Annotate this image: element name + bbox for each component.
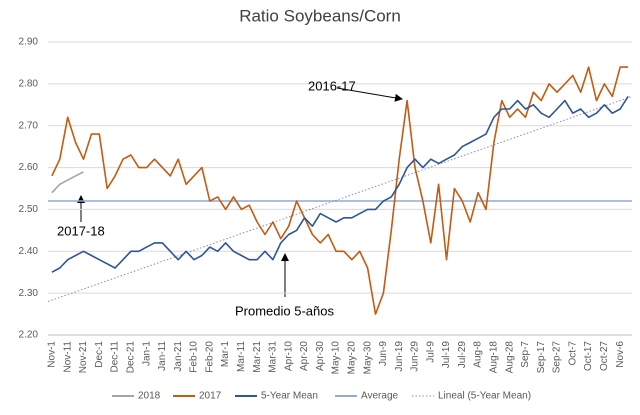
- x-tick-label: Dec-11: [110, 341, 121, 373]
- x-tick-label: Sep-7: [520, 341, 531, 368]
- x-tick-label: Jul-29: [457, 341, 468, 369]
- x-tick-label: Sep-17: [536, 341, 547, 374]
- x-tick-label: Apr-30: [315, 341, 326, 371]
- series-line: [51, 66, 629, 315]
- x-tick-label: Jun-29: [410, 341, 421, 372]
- legend-label: 2018: [138, 391, 161, 402]
- x-tick-label: Nov-11: [62, 341, 73, 373]
- y-tick-label: 2.60: [19, 162, 39, 173]
- x-tick-label: Nov-6: [615, 341, 626, 368]
- x-tick-label: May-30: [362, 341, 373, 375]
- y-tick-label: 2.50: [19, 204, 39, 215]
- x-tick-label: Jun-9: [378, 341, 389, 366]
- x-tick-label: Jun-19: [394, 341, 405, 372]
- x-tick-label: Mar-21: [252, 341, 263, 373]
- annotation: Promedio 5-años: [235, 303, 334, 318]
- x-tick-label: Nov-21: [78, 341, 89, 374]
- x-tick-label: Jul-9: [425, 341, 436, 363]
- x-tick-label: Mar-1: [220, 341, 231, 368]
- series-line: [51, 95, 629, 273]
- x-tick-label: Nov-1: [47, 341, 58, 368]
- x-tick-label: May-10: [331, 341, 342, 375]
- y-tick-label: 2.70: [19, 120, 39, 131]
- trend-line: [47, 95, 633, 302]
- x-tick-label: Feb-10: [189, 341, 200, 373]
- legend-label: 5-Year Mean: [261, 391, 318, 402]
- x-tick-label: Oct-7: [567, 341, 578, 366]
- y-tick-label: 2.80: [19, 78, 39, 89]
- annotation-arrow: [336, 87, 403, 102]
- x-tick-label: Mar-11: [236, 341, 247, 372]
- x-tick-label: Oct-27: [599, 341, 610, 371]
- x-tick-label: Dec-21: [126, 341, 137, 374]
- x-tick-label: Feb-20: [204, 341, 215, 373]
- x-tick-label: Oct-17: [583, 341, 594, 371]
- chart-title: Ratio Soybeans/Corn: [239, 6, 401, 25]
- x-tick-label: Sep-27: [552, 341, 563, 374]
- x-tick-label: Jan-11: [157, 341, 168, 371]
- x-tick-label: Aug-8: [473, 341, 484, 368]
- y-tick-label: 2.20: [19, 330, 39, 341]
- x-tick-label: Jan-1: [141, 341, 152, 366]
- x-tick-label: Jul-19: [441, 341, 452, 369]
- y-tick-label: 2.40: [19, 246, 39, 257]
- legend-label: 2017: [199, 391, 222, 402]
- legend-label: Average: [361, 391, 399, 402]
- y-tick-label: 2.30: [19, 288, 39, 299]
- x-tick-label: Dec-1: [94, 341, 105, 368]
- annotation: 2016-17: [308, 78, 356, 93]
- y-tick-label: 2.90: [19, 37, 39, 48]
- x-tick-label: Jan-21: [173, 341, 184, 372]
- series-line: [51, 171, 84, 194]
- annotation: 2017-18: [57, 223, 105, 238]
- x-tick-label: Aug-18: [489, 341, 500, 374]
- x-tick-label: Aug-28: [504, 341, 515, 374]
- legend-label: Lineal (5-Year Mean): [438, 391, 531, 402]
- x-tick-label: Apr-20: [299, 341, 310, 371]
- x-tick-label: May-20: [346, 341, 357, 375]
- x-tick-label: Mar-31: [268, 341, 279, 373]
- x-tick-label: Apr-10: [283, 341, 294, 371]
